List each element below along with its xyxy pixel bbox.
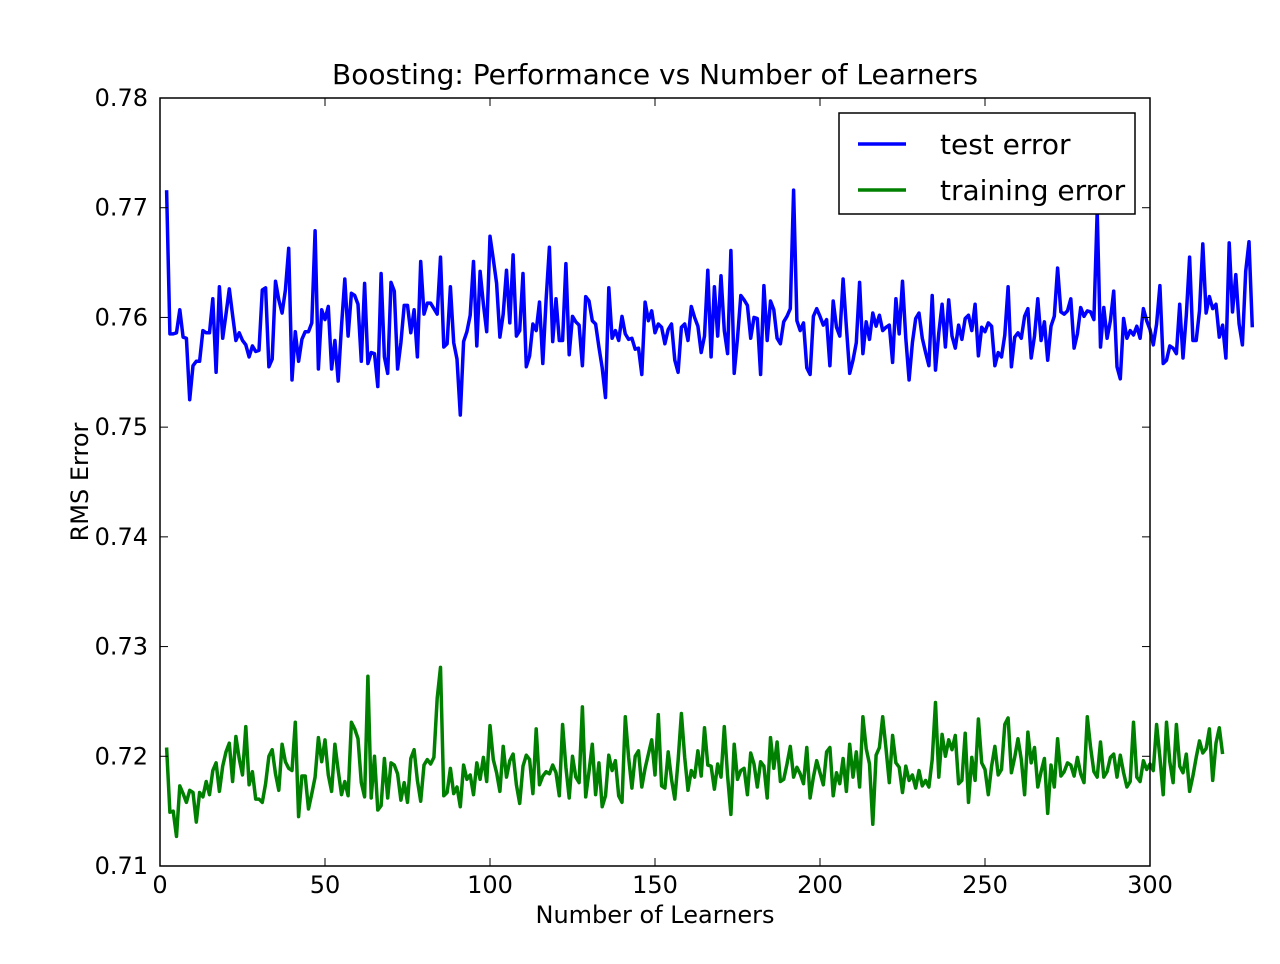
y-axis-label: RMS Error <box>66 422 94 541</box>
y-tick-label: 0.78 <box>95 84 148 112</box>
series-layer <box>164 188 1255 839</box>
legend: test error training error <box>838 112 1136 215</box>
x-tick-label: 250 <box>962 871 1008 899</box>
x-tick-label: 150 <box>632 871 678 899</box>
legend-box <box>838 112 1136 215</box>
x-tick-label: 300 <box>1127 871 1173 899</box>
y-tick-label: 0.72 <box>95 742 148 770</box>
x-axis-label: Number of Learners <box>535 901 774 929</box>
x-tick-label: 50 <box>310 871 341 899</box>
y-tick-label: 0.75 <box>95 413 148 441</box>
series-line-test-error <box>164 188 1255 417</box>
legend-label-training-error: training error <box>940 174 1126 207</box>
series-line-training-error <box>164 665 1225 839</box>
chart-title: Boosting: Performance vs Number of Learn… <box>332 58 978 91</box>
x-tick-label: 0 <box>152 871 167 899</box>
y-tick-label: 0.74 <box>95 523 148 551</box>
legend-label-test-error: test error <box>940 128 1071 161</box>
y-tick-label: 0.77 <box>95 194 148 222</box>
ticks-layer: 0 50 100 150 200 250 300 0.71 0.72 0.73 0.74 0.75 0.… <box>95 84 1173 899</box>
y-tick-label: 0.73 <box>95 633 148 661</box>
y-tick-label: 0.76 <box>95 303 148 331</box>
x-tick-label: 200 <box>797 871 843 899</box>
x-tick-label: 100 <box>467 871 513 899</box>
y-tick-label: 0.71 <box>95 852 148 880</box>
